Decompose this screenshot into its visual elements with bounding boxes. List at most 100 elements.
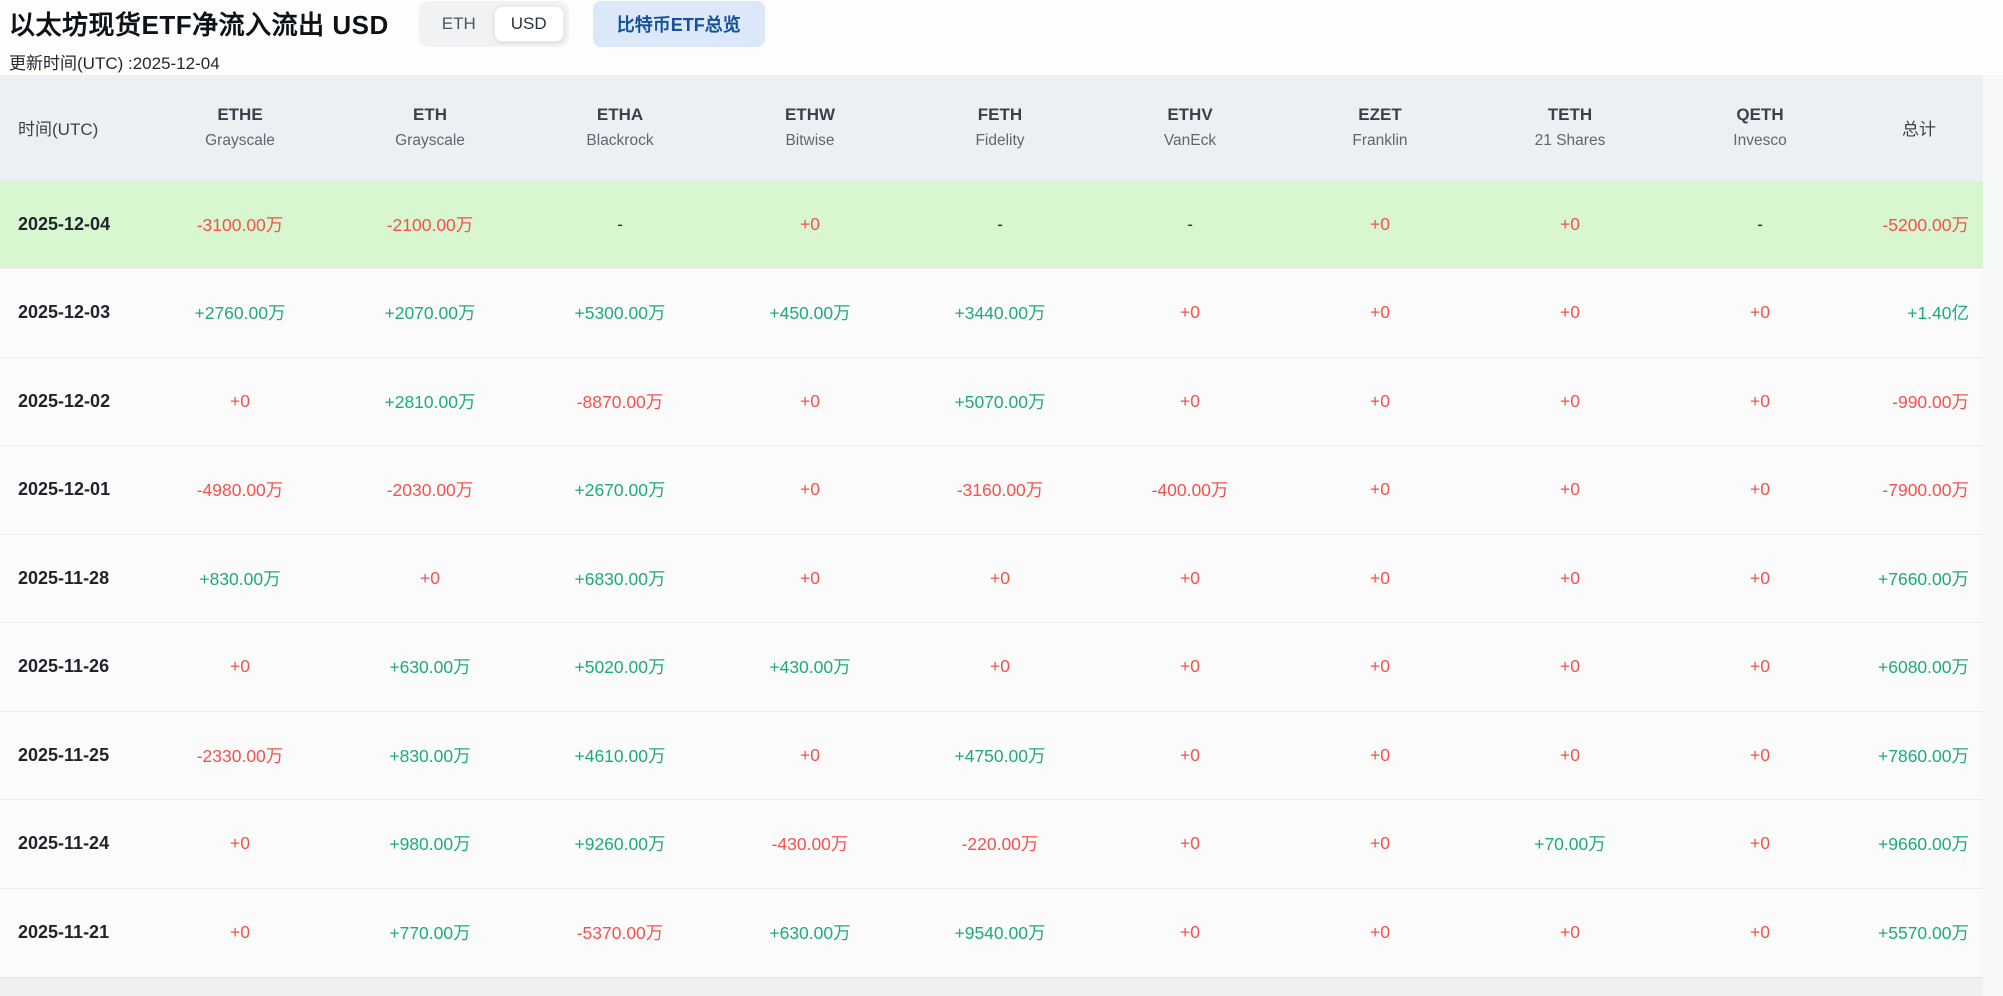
flow-value-cell: +0 [1370,302,1390,323]
flow-value-cell: +0 [1560,479,1580,500]
flow-value-cell: +450.00万 [769,303,851,324]
column-issuer: Grayscale [395,131,465,149]
flow-value-cell: +9260.00万 [574,834,666,855]
flow-value-cell: -3160.00万 [956,480,1044,501]
next-row-partial [0,976,1983,996]
row-date: 2025-12-04 [18,213,111,234]
flow-value-cell: +0 [1560,213,1580,234]
flow-value-cell: +2670.00万 [574,480,666,501]
flow-value-cell: +0 [1370,744,1390,765]
flow-value-cell: +0 [1560,567,1580,588]
flow-value-cell: +3440.00万 [954,303,1046,324]
column-header-ethv: ETHV VanEck [1095,75,1285,180]
column-header-etha: ETHA Blackrock [525,75,715,180]
column-header-feth: FETH Fidelity [905,75,1095,180]
btc-etf-overview-button[interactable]: 比特币ETF总览 [592,0,765,47]
column-header-ezet: EZET Franklin [1285,75,1475,180]
flow-value-cell: +0 [1560,744,1580,765]
flow-value-cell: - [617,213,623,234]
row-date: 2025-11-26 [18,656,110,677]
table-row: 2025-12-03 +2760.00万 +2070.00万 +5300.00万 +45… [0,268,1983,357]
row-total-cell: -7900.00万 [1882,480,1969,501]
flow-value-cell: -430.00万 [771,834,849,855]
flow-value-cell: +5300.00万 [574,303,666,324]
flow-value-cell: - [1757,213,1763,234]
flow-value-cell: +5020.00万 [574,657,666,678]
flow-value-cell: -220.00万 [961,834,1039,855]
column-ticker: ETH [413,104,447,124]
flow-value-cell: +5070.00万 [954,391,1046,412]
flow-value-cell: +0 [1180,922,1200,942]
flow-value-cell: -400.00万 [1151,480,1229,501]
table-row: 2025-11-21 +0 +770.00万 -5370.00万 +630.00万 +95… [0,888,1983,977]
flow-value-cell: +0 [800,567,820,588]
etf-flow-table: 时间(UTC) ETHE Grayscale ETH Grayscale ETHA Blac… [0,75,1983,977]
flow-value-cell: -2330.00万 [196,745,284,766]
flow-value-cell: +6830.00万 [574,568,666,589]
flow-value-cell: +0 [990,656,1010,677]
flow-value-cell: +0 [230,922,250,942]
column-issuer: Bitwise [785,131,835,149]
table-header: 时间(UTC) ETHE Grayscale ETH Grayscale ETHA Blac… [0,75,1983,180]
flow-value-cell: +770.00万 [389,923,471,943]
flow-value-cell: +0 [1750,567,1770,588]
flow-value-cell: +0 [420,567,440,588]
column-ticker: ETHV [1167,104,1213,124]
flow-value-cell: +0 [1180,302,1200,323]
flow-value-cell: +0 [230,390,250,411]
flow-value-cell: +0 [1370,656,1390,677]
flow-value-cell: -2100.00万 [386,214,474,235]
flow-value-cell: +0 [800,744,820,765]
column-header-time: 时间(UTC) [0,75,145,180]
flow-value-cell: +0 [1560,656,1580,677]
flow-value-cell: +0 [1750,390,1770,411]
flow-value-cell: +0 [1370,922,1390,942]
table-row: 2025-11-28 +830.00万 +0 +6830.00万 +0 +0 +0 +0 +0 +… [0,534,1983,623]
column-ticker: ETHA [596,104,644,124]
flow-value-cell: +830.00万 [389,745,471,766]
column-issuer: 21 Shares [1534,131,1606,149]
row-date: 2025-12-01 [18,479,111,500]
top-bar: 以太坊现货ETF净流入流出 USD ETH USD 比特币ETF总览 [0,0,2003,47]
column-header-ethw: ETHW Bitwise [715,75,905,180]
flow-value-cell: +4610.00万 [574,745,666,766]
flow-value-cell: +0 [1370,567,1390,588]
flow-value-cell: +0 [230,656,250,677]
flow-value-cell: +0 [800,213,820,234]
flow-value-cell: +0 [1180,567,1200,588]
flow-value-cell: +0 [1560,922,1580,942]
flow-value-cell: +0 [990,567,1010,588]
flow-value-cell: +0 [1560,390,1580,411]
flow-value-cell: +0 [1180,744,1200,765]
toggle-option-usd[interactable]: USD [493,5,564,42]
flow-value-cell: +2760.00万 [194,303,286,324]
flow-value-cell: +0 [1370,833,1390,854]
table-row: 2025-11-25 -2330.00万 +830.00万 +4610.00万 +0 +4… [0,711,1983,800]
column-ticker: FETH [977,104,1023,124]
flow-value-cell: +2070.00万 [384,303,476,324]
flow-value-cell: -5370.00万 [576,923,664,943]
flow-value-cell: -3100.00万 [196,214,284,235]
column-ticker: EZET [1358,104,1402,124]
toggle-option-eth[interactable]: ETH [424,6,494,42]
column-issuer: VanEck [1163,131,1217,149]
flow-value-cell: +630.00万 [389,657,471,678]
column-issuer: Invesco [1733,131,1787,149]
table-row: 2025-11-26 +0 +630.00万 +5020.00万 +430.00万 +0 +… [0,622,1983,711]
flow-value-cell: +0 [1180,656,1200,677]
column-issuer: Franklin [1352,131,1408,149]
row-date: 2025-11-25 [18,744,110,765]
row-date: 2025-12-02 [18,390,111,411]
flow-value-cell: +0 [1180,390,1200,411]
row-total-cell: +7660.00万 [1878,568,1969,589]
column-ticker: ETHE [217,104,263,124]
row-total-cell: -5200.00万 [1882,214,1969,235]
column-ticker: QETH [1736,104,1784,124]
flow-value-cell: +630.00万 [769,923,851,943]
row-total-cell: +7860.00万 [1878,745,1969,766]
flow-value-cell: +0 [1750,833,1770,854]
flow-value-cell: +0 [1180,833,1200,854]
flow-value-cell: +0 [1750,744,1770,765]
table-row: 2025-12-04 -3100.00万 -2100.00万 - +0 - - +0 +0 - -5… [0,180,1983,269]
flow-value-cell: +0 [1370,479,1390,500]
